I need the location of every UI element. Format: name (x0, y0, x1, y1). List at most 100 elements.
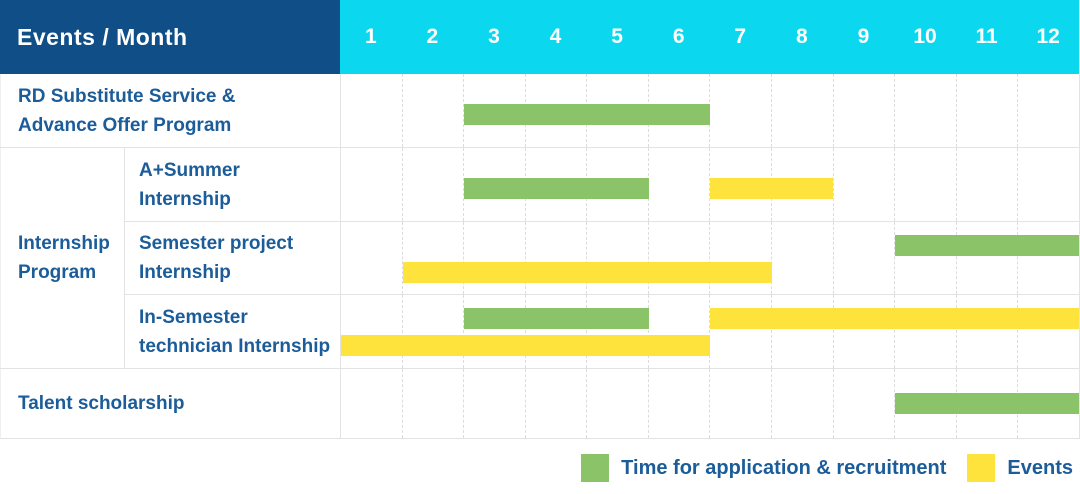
month-tick-9: 9 (857, 25, 870, 48)
month-gridline-cell (832, 295, 895, 368)
legend-label-events: Events (1007, 456, 1073, 479)
month-gridline-cell (341, 222, 402, 294)
month-gridline-cell (586, 369, 648, 438)
month-gridline-cell (709, 369, 771, 438)
month-gridline-cell (341, 295, 402, 368)
month-gridline-cell (771, 74, 833, 147)
group-label-internship-program: Internship Program (0, 148, 125, 368)
month-gridline-cell (401, 74, 464, 147)
legend: Time for application & recruitment Event… (0, 449, 1073, 487)
month-gridline-cell (709, 222, 771, 294)
month-gridline-cell (524, 369, 587, 438)
month-gridline-cell (955, 222, 1018, 294)
row-label-semester-project-internship: Semester project Internship (139, 233, 294, 283)
month-gridline-cell (463, 74, 525, 147)
month-gridline-cell (894, 74, 956, 147)
month-tick-11: 11 (975, 25, 998, 48)
table-row: RD Substitute Service & Advance Offer Pr… (0, 74, 1079, 148)
table-row: In-Semester technician Internship (125, 294, 1079, 368)
month-gridlines (341, 74, 1079, 147)
month-axis: 1 2 3 4 5 6 7 8 9 10 11 12 (340, 0, 1079, 74)
gantt-bar-application (464, 178, 649, 199)
month-tick-6: 6 (672, 25, 685, 48)
month-gridline-cell (341, 369, 402, 438)
month-gridline-cell (1017, 74, 1079, 147)
month-gridline-cell (341, 148, 402, 221)
month-gridlines (341, 222, 1079, 294)
table-row: Semester project Internship (125, 221, 1079, 294)
month-gridline-cell (832, 74, 895, 147)
gantt-bar-application (464, 308, 649, 329)
row-label-talent-scholarship: Talent scholarship (0, 369, 340, 438)
month-tick-3: 3 (488, 25, 500, 48)
gantt-bar-events (402, 262, 772, 283)
gantt-bar-application (894, 393, 1079, 414)
chart-row-talent-scholarship (340, 369, 1079, 438)
gantt-bar-events (710, 308, 1079, 329)
month-gridlines (341, 295, 1079, 368)
month-gridline-cell (401, 148, 464, 221)
month-gridline-cell (401, 369, 464, 438)
month-gridline-cell (771, 222, 833, 294)
month-gridline-cell (1017, 148, 1079, 221)
month-gridline-cell (955, 74, 1018, 147)
table-row: Talent scholarship (0, 369, 1079, 439)
legend-item-application-recruitment: Time for application & recruitment (581, 454, 946, 482)
month-gridline-cell (647, 148, 710, 221)
month-gridline-cell (894, 148, 956, 221)
chart-row-semester-project-internship (340, 222, 1079, 294)
month-gridline-cell (401, 222, 464, 294)
month-gridline-cell (1017, 295, 1079, 368)
gantt-bar-events (710, 178, 833, 199)
gantt-bar-application (464, 104, 710, 125)
month-gridline-cell (709, 74, 771, 147)
chart-row-rd-substitute-service (340, 74, 1079, 147)
table-header-row: Events / Month 1 2 3 4 5 6 7 8 9 10 11 12 (0, 0, 1079, 74)
row-label-in-semester-technician-internship: In-Semester technician Internship (139, 306, 331, 357)
gantt-bar-events (341, 335, 710, 356)
month-gridline-cell (894, 222, 956, 294)
month-gridline-cell (463, 295, 525, 368)
month-tick-7: 7 (734, 25, 747, 48)
month-gridline-cell (586, 295, 648, 368)
month-gridline-cell (709, 148, 771, 221)
month-gridline-cell (894, 295, 956, 368)
month-gridline-cell (463, 148, 525, 221)
month-tick-10: 10 (913, 25, 937, 48)
internship-program-group: Internship Program A+Summer Internship S… (0, 148, 1079, 369)
chart-row-a-plus-summer-internship (340, 148, 1079, 221)
month-tick-1: 1 (364, 25, 377, 48)
month-gridline-cell (832, 222, 895, 294)
month-gridline-cell (401, 295, 464, 368)
month-gridline-cell (524, 222, 587, 294)
month-gridline-cell (524, 295, 587, 368)
month-gridline-cell (771, 295, 833, 368)
month-gridline-cell (647, 222, 710, 294)
month-gridline-cell (463, 222, 525, 294)
month-gridline-cell (341, 74, 402, 147)
month-gridline-cell (832, 148, 895, 221)
green-swatch-icon (581, 454, 610, 482)
month-gridline-cell (586, 222, 648, 294)
month-tick-2: 2 (426, 25, 439, 48)
events-month-table: Events / Month 1 2 3 4 5 6 7 8 9 10 11 12 RD Substi… (0, 0, 1080, 439)
month-tick-8: 8 (795, 25, 808, 48)
month-gridline-cell (709, 295, 771, 368)
chart-row-in-semester-technician-internship (340, 295, 1079, 368)
month-gridline-cell (647, 295, 710, 368)
internship-program-subrows: A+Summer Internship Semester project Int… (125, 148, 1079, 368)
yellow-swatch-icon (967, 454, 996, 482)
month-gridline-cell (955, 295, 1018, 368)
table-row: A+Summer Internship (125, 148, 1079, 221)
gantt-bar-application (894, 235, 1079, 256)
month-gridline-cell (463, 369, 525, 438)
row-label-rd-substitute-service: RD Substitute Service & Advance Offer Pr… (0, 74, 340, 147)
legend-item-events: Events (967, 454, 1073, 482)
row-label-a-plus-summer-internship: A+Summer Internship (139, 159, 240, 210)
events-month-header: Events / Month (0, 0, 340, 74)
month-gridline-cell (832, 369, 895, 438)
month-tick-12: 12 (1036, 25, 1060, 48)
month-gridline-cell (647, 369, 710, 438)
month-gridline-cell (1017, 222, 1079, 294)
